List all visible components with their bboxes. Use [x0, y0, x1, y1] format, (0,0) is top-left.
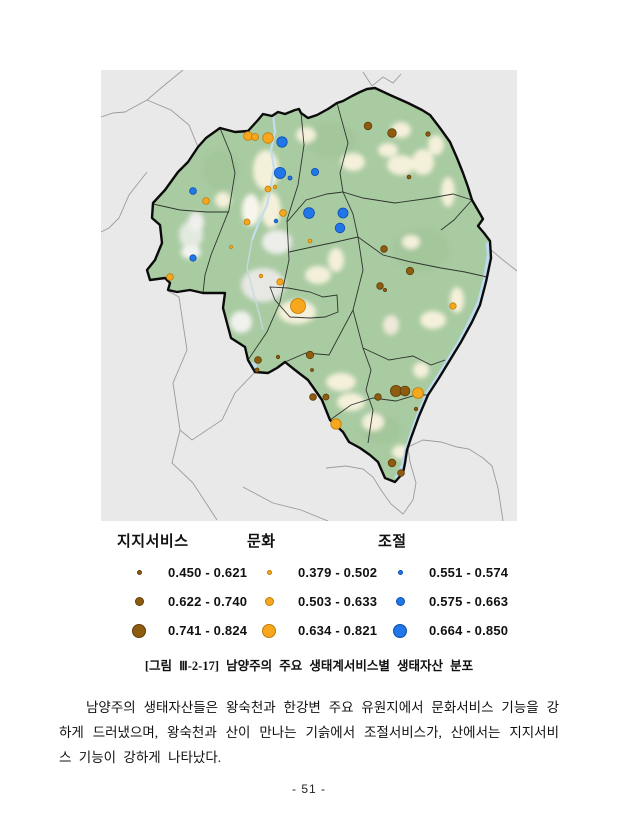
asset-dot-culture — [258, 273, 264, 279]
legend-dot-culture-large — [262, 623, 276, 638]
river-mid-stream — [246, 239, 264, 331]
legend-row: 0.634 - 0.821 — [247, 616, 382, 645]
legend-range: 0.664 - 0.850 — [429, 623, 509, 638]
legend-title-regulation: 조절 — [378, 533, 407, 550]
legend-dot-culture-medium — [264, 597, 274, 606]
legend-row: 0.551 - 0.574 — [378, 558, 513, 587]
asset-dot-regulation — [189, 254, 197, 262]
legend-range: 0.551 - 0.574 — [429, 565, 509, 580]
map-legend: 지지서비스 0.450 - 0.621 0.622 - 0.740 0.741 … — [0, 530, 618, 648]
district-boundaries — [152, 102, 488, 444]
asset-dot-culture — [243, 218, 251, 226]
legend-title-culture: 문화 — [247, 533, 276, 550]
asset-dot-culture — [251, 133, 259, 141]
asset-dot-regulation — [276, 136, 288, 148]
asset-dot-support — [310, 368, 314, 372]
asset-dot-support — [376, 282, 384, 290]
legend-dot-regulation-large — [393, 623, 407, 638]
asset-dot-culture — [264, 185, 272, 193]
legend-row: 0.741 - 0.824 — [117, 616, 252, 645]
asset-dot-support — [380, 245, 388, 253]
legend-dot-culture-small — [266, 570, 272, 575]
asset-dot-regulation — [273, 167, 286, 180]
asset-dot-support — [406, 174, 412, 180]
asset-dot-support — [275, 354, 281, 360]
asset-dot-regulation — [310, 168, 319, 177]
asset-dot-culture — [202, 197, 210, 205]
asset-dot-support — [254, 367, 260, 373]
asset-dot-support — [387, 128, 397, 138]
asset-dot-regulation — [303, 207, 315, 219]
asset-dot-support — [363, 121, 373, 131]
namyangju-map — [101, 70, 517, 521]
map-figure — [101, 70, 517, 521]
legend-row: 0.664 - 0.850 — [378, 616, 513, 645]
legend-range: 0.575 - 0.663 — [429, 594, 509, 609]
legend-row: 0.450 - 0.621 — [117, 558, 252, 587]
asset-dot-culture — [279, 209, 287, 217]
asset-dot-regulation — [273, 218, 279, 224]
asset-dot-culture — [449, 302, 457, 310]
asset-dot-support — [322, 393, 330, 401]
asset-dot-support — [374, 393, 382, 401]
asset-dot-support — [397, 469, 405, 477]
legend-row: 0.379 - 0.502 — [247, 558, 382, 587]
asset-dot-culture — [272, 184, 278, 190]
asset-dot-support — [254, 356, 262, 364]
asset-dot-regulation — [337, 207, 349, 219]
asset-dot-support — [413, 406, 419, 412]
asset-dot-culture — [412, 387, 424, 399]
asset-dot-culture — [166, 273, 174, 281]
body-paragraph: 남양주의 생태자산들은 왕숙천과 한강변 주요 유원지에서 문화서비스 기능을 … — [59, 699, 559, 765]
asset-dot-regulation — [189, 187, 197, 195]
asset-dot-culture — [262, 132, 274, 144]
legend-dot-regulation-medium — [395, 597, 405, 606]
legend-range: 0.741 - 0.824 — [168, 623, 248, 638]
legend-range: 0.503 - 0.633 — [298, 594, 378, 609]
asset-dot-support — [405, 266, 415, 276]
asset-dot-support — [387, 458, 397, 468]
asset-dot-culture — [243, 131, 253, 141]
legend-row: 0.622 - 0.740 — [117, 587, 252, 616]
legend-range: 0.450 - 0.621 — [168, 565, 248, 580]
legend-row: 0.503 - 0.633 — [247, 587, 382, 616]
asset-dot-culture — [330, 418, 342, 430]
legend-dot-support-small — [136, 570, 142, 575]
page-number: - 51 - — [291, 782, 326, 796]
legend-group-support: 지지서비스 0.450 - 0.621 0.622 - 0.740 0.741 … — [117, 530, 252, 645]
legend-dot-regulation-small — [397, 570, 403, 575]
asset-dot-support — [305, 350, 315, 360]
legend-group-regulation: 조절 0.551 - 0.574 0.575 - 0.663 0.664 - 0… — [378, 530, 513, 645]
figure-caption: [그림 Ⅲ-2-17] 남양주의 주요 생태계서비스별 생태자산 분포 — [144, 659, 474, 673]
asset-dot-regulation — [287, 175, 293, 181]
legend-dot-support-medium — [134, 597, 144, 606]
legend-title-support: 지지서비스 — [117, 533, 189, 550]
legend-range: 0.622 - 0.740 — [168, 594, 248, 609]
asset-dot-culture — [307, 238, 313, 244]
legend-row: 0.575 - 0.663 — [378, 587, 513, 616]
asset-dot-culture — [290, 298, 306, 314]
asset-dots-layer — [166, 121, 457, 477]
asset-dot-regulation — [334, 222, 346, 234]
asset-dot-culture — [229, 245, 233, 249]
river-north-stream — [250, 113, 277, 241]
legend-range: 0.379 - 0.502 — [298, 565, 378, 580]
neighbor-boundaries — [101, 70, 517, 521]
asset-dot-support — [425, 131, 431, 137]
asset-dot-support — [382, 287, 387, 292]
asset-dot-culture — [276, 278, 284, 286]
legend-dot-support-large — [132, 623, 146, 638]
asset-dot-support — [399, 385, 411, 397]
legend-group-culture: 문화 0.379 - 0.502 0.503 - 0.633 0.634 - 0… — [247, 530, 382, 645]
legend-range: 0.634 - 0.821 — [298, 623, 378, 638]
asset-dot-support — [309, 393, 317, 401]
